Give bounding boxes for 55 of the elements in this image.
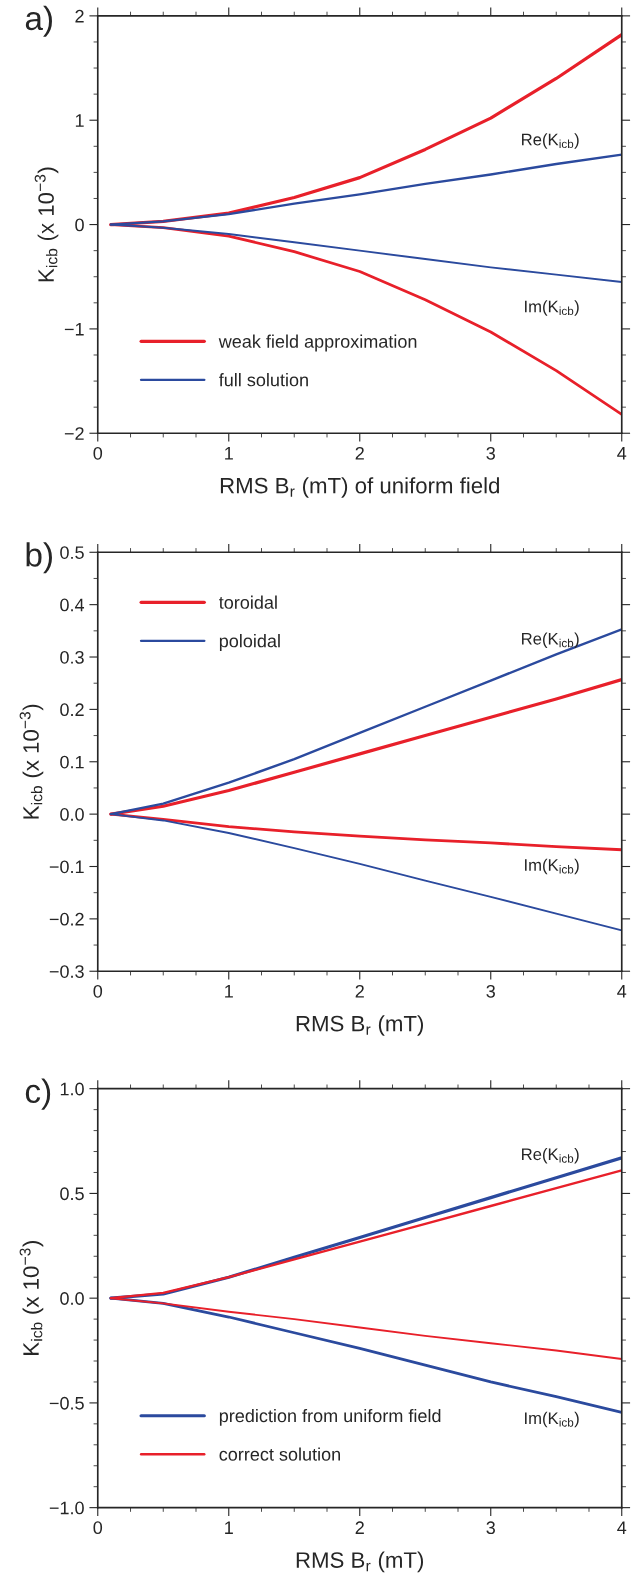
y-tick-label: −1.0 — [49, 1501, 84, 1515]
annotation: Im(K$_{icb}$) — [525, 1411, 579, 1428]
y-tick-label: −2 — [64, 427, 84, 440]
x-tick-label: 2 — [355, 446, 364, 460]
legend-label: full solution — [219, 373, 308, 387]
x-tick-label: 0 — [93, 984, 103, 998]
x-axis-title: RMS B$_{r}$ (mT) — [296, 1551, 424, 1573]
x-tick-label: 3 — [486, 446, 495, 460]
y-tick-label: −0.2 — [49, 912, 84, 926]
y-tick-label: 1 — [75, 114, 84, 127]
y-tick-label: −1 — [64, 323, 84, 336]
y-axis-title: K$_{icb}$ (x 10$^{−3}$) — [19, 704, 44, 819]
chart-title: c) — [25, 1078, 51, 1110]
y-tick-label: 0 — [75, 218, 84, 232]
x-axis-title: RMS B$_{r}$ (mT) of uniform field — [220, 477, 499, 498]
y-tick-label: 0.3 — [60, 650, 84, 664]
legend-label: weak field approximation — [218, 334, 417, 352]
chart-title: a) — [25, 5, 52, 37]
x-tick-label: 3 — [486, 1521, 495, 1535]
legend-label: poloidal — [219, 634, 280, 651]
x-tick-label: 1 — [225, 1521, 233, 1534]
y-tick-label: 2 — [75, 9, 84, 23]
annotation: Re(K$_{icb}$) — [522, 133, 579, 149]
annotation: Im(K$_{icb}$) — [525, 858, 579, 875]
x-tick-label: 2 — [355, 1521, 364, 1534]
x-tick-label: 3 — [486, 984, 495, 998]
y-tick-label: −0.3 — [49, 965, 84, 978]
y-axis-title: K$_{icb}$ (x 10$^{−3}$) — [34, 167, 59, 282]
annotation: Re(K$_{icb}$) — [522, 1147, 579, 1164]
annotation: Im(K$_{icb}$) — [525, 300, 579, 316]
y-tick-label: 0.4 — [60, 598, 85, 612]
x-tick-label: 1 — [225, 985, 233, 998]
x-tick-label: 4 — [617, 1521, 627, 1534]
x-tick-label: 4 — [617, 985, 627, 998]
y-tick-label: 0.0 — [60, 808, 84, 821]
x-tick-label: 0 — [93, 446, 103, 460]
y-tick-label: −0.5 — [49, 1396, 84, 1410]
y-tick-label: 0.0 — [60, 1292, 84, 1305]
legend-label: prediction from uniform field — [219, 1408, 441, 1426]
y-axis-title: K$_{icb}$ (x 10$^{−3}$) — [19, 1241, 44, 1355]
y-tick-label: −0.1 — [49, 860, 84, 874]
x-tick-label: 0 — [93, 1521, 103, 1535]
x-tick-label: 1 — [225, 447, 233, 460]
x-tick-label: 2 — [355, 984, 364, 998]
y-tick-label: 1.0 — [60, 1082, 84, 1096]
annotation: Re(K$_{icb}$) — [522, 632, 579, 648]
y-tick-label: 0.5 — [60, 546, 84, 559]
x-axis-title: RMS B$_{r}$ (mT) — [296, 1015, 424, 1036]
legend-label: correct solution — [219, 1447, 340, 1461]
y-tick-label: 0.5 — [60, 1187, 84, 1201]
x-tick-label: 4 — [617, 447, 627, 460]
legend-label: toroidal — [219, 595, 277, 609]
chart-title: b) — [26, 542, 52, 574]
y-tick-label: 0.1 — [60, 755, 84, 769]
y-tick-label: 0.2 — [60, 703, 84, 717]
